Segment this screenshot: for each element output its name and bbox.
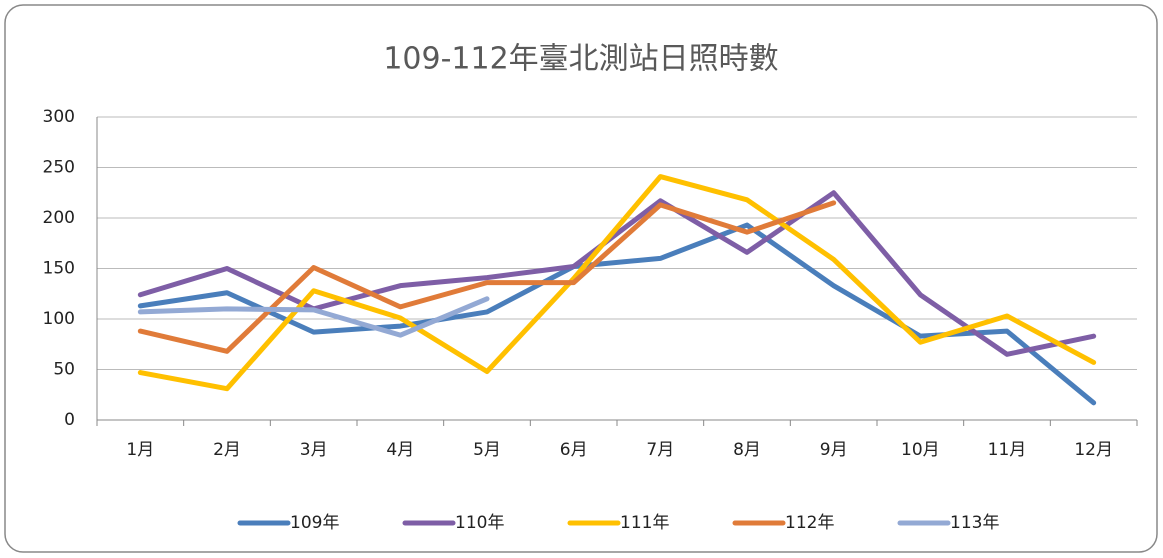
x-tick-label: 7月 [646, 440, 674, 460]
x-tick-label: 10月 [901, 440, 940, 460]
x-tick-label: 9月 [820, 440, 848, 460]
x-tick-label: 8月 [733, 440, 761, 460]
y-tick-label: 100 [43, 309, 75, 329]
series-line [137, 296, 490, 338]
y-tick-label: 250 [43, 158, 75, 178]
series-line [137, 190, 1097, 357]
x-tick-label: 2月 [213, 440, 241, 460]
series-line [137, 174, 1097, 392]
x-tick-label: 3月 [300, 440, 328, 460]
y-tick-label: 0 [64, 410, 75, 430]
legend-label: 112年 [785, 513, 834, 533]
y-tick-label: 50 [53, 360, 75, 380]
x-tick-label: 11月 [988, 440, 1027, 460]
series-line [137, 200, 837, 354]
x-tick-label: 12月 [1074, 440, 1113, 460]
x-tick-label: 4月 [386, 440, 414, 460]
legend-label: 110年 [455, 513, 504, 533]
y-tick-label: 150 [43, 259, 75, 279]
y-tick-label: 300 [43, 107, 75, 127]
x-tick-label: 1月 [126, 440, 154, 460]
x-tick-label: 6月 [560, 440, 588, 460]
legend-label: 111年 [620, 513, 669, 533]
x-tick-label: 5月 [473, 440, 501, 460]
y-tick-label: 200 [43, 208, 75, 228]
legend-label: 109年 [290, 513, 339, 533]
chart-title: 109-112年臺北測站日照時數 [383, 42, 778, 77]
legend-label: 113年 [950, 513, 999, 533]
